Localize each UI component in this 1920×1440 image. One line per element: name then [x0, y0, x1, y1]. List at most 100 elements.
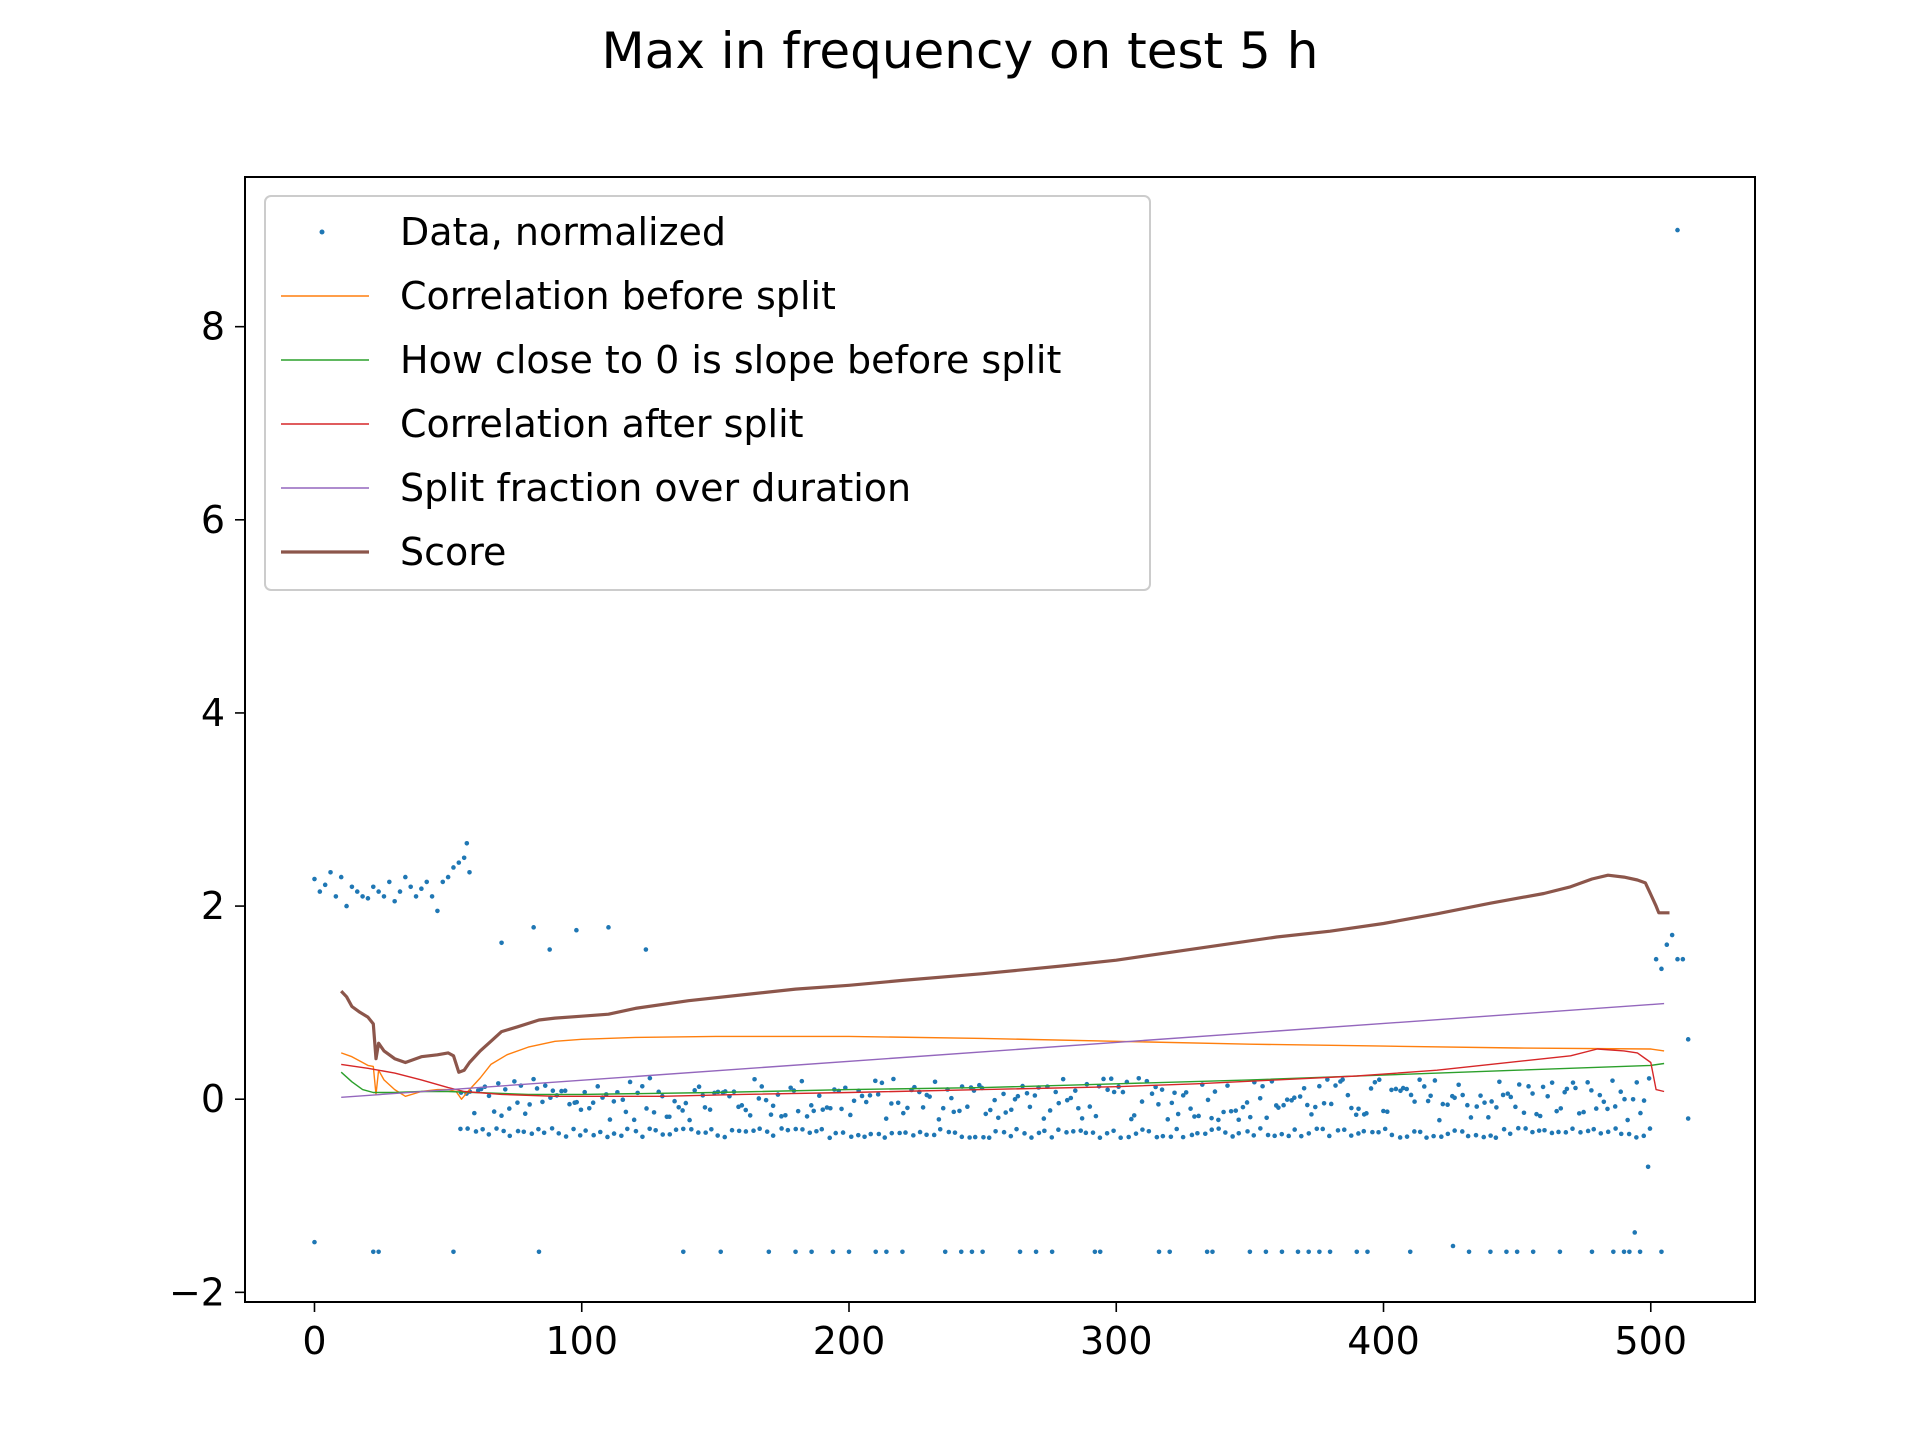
data-point — [1313, 1104, 1318, 1110]
data-point — [583, 1128, 588, 1133]
data-point — [494, 1126, 499, 1131]
data-point — [1581, 1109, 1586, 1115]
data-point — [540, 1099, 545, 1105]
data-point — [1205, 1097, 1211, 1103]
data-point — [959, 1134, 965, 1140]
data-point — [1101, 1076, 1106, 1082]
data-point — [429, 894, 435, 899]
data-point — [756, 1096, 762, 1101]
data-point — [1382, 1126, 1388, 1132]
data-point — [788, 1085, 793, 1091]
data-point — [967, 1135, 972, 1140]
data-point — [809, 1249, 814, 1255]
data-point — [1209, 1115, 1214, 1121]
data-point — [900, 1249, 905, 1255]
axes-frame — [244, 176, 1756, 1303]
data-point — [1281, 1102, 1286, 1108]
data-point — [1236, 1131, 1242, 1136]
data-point — [536, 1249, 542, 1255]
data-point — [1027, 1104, 1033, 1110]
data-point — [946, 1129, 952, 1135]
data-point — [1424, 1135, 1429, 1140]
data-point — [1364, 1111, 1369, 1116]
data-point — [1659, 966, 1664, 972]
data-point — [1297, 1094, 1303, 1099]
data-point — [937, 1127, 943, 1132]
data-point — [1507, 1131, 1513, 1137]
data-point — [707, 1107, 713, 1112]
data-point — [1460, 1092, 1465, 1098]
data-point — [1412, 1099, 1417, 1104]
data-point — [605, 1134, 610, 1140]
data-point — [1542, 1127, 1547, 1133]
data-point — [458, 1126, 463, 1132]
data-point — [1012, 1096, 1018, 1102]
data-point — [1468, 1115, 1474, 1120]
data-point — [759, 1084, 765, 1089]
data-point — [799, 1078, 805, 1084]
data-point — [1263, 1249, 1269, 1255]
data-point — [1165, 1117, 1171, 1122]
data-point — [1597, 1092, 1603, 1098]
data-point — [1445, 1102, 1450, 1108]
data-point — [775, 1092, 781, 1097]
data-point — [1437, 1117, 1442, 1123]
data-point — [1008, 1107, 1014, 1113]
legend-label: How close to 0 is slope before split — [400, 338, 1061, 382]
data-point — [1500, 1092, 1506, 1098]
data-point — [1348, 1133, 1354, 1138]
data-point — [924, 1132, 929, 1138]
data-point — [559, 1088, 564, 1094]
data-point — [419, 886, 424, 891]
data-point — [491, 1109, 497, 1114]
data-point — [1221, 1109, 1226, 1115]
data-point — [1001, 1091, 1006, 1097]
legend-entry: Split fraction over duration — [281, 466, 911, 510]
data-point — [1070, 1129, 1076, 1134]
data-point — [804, 1114, 810, 1119]
data-point — [1397, 1135, 1403, 1140]
data-point — [624, 1126, 630, 1132]
data-point — [403, 874, 408, 880]
data-point — [1064, 1130, 1069, 1135]
data-point — [1646, 1076, 1652, 1081]
data-point — [611, 1131, 617, 1136]
data-point — [1618, 1089, 1624, 1095]
data-point — [381, 894, 387, 899]
data-point — [1202, 1131, 1208, 1137]
data-point — [1486, 1115, 1491, 1120]
data-point — [932, 1079, 938, 1085]
data-point — [827, 1135, 833, 1141]
data-point — [783, 1112, 788, 1118]
data-point — [1328, 1101, 1334, 1107]
data-point — [1589, 1249, 1595, 1255]
data-point — [1669, 932, 1675, 938]
data-point — [1393, 1086, 1399, 1092]
data-point — [502, 1087, 508, 1092]
data-point — [424, 879, 430, 885]
data-point — [971, 1088, 977, 1093]
data-point — [1033, 1249, 1039, 1255]
data-point — [1407, 1249, 1413, 1255]
legend-entry: Data, normalized — [319, 210, 726, 254]
data-point — [993, 1128, 998, 1134]
data-point — [317, 889, 323, 894]
data-point — [1160, 1133, 1166, 1139]
data-point — [550, 1088, 556, 1094]
data-point — [1585, 1128, 1591, 1134]
data-point — [833, 1130, 839, 1136]
data-point — [793, 1126, 799, 1132]
data-point — [1272, 1133, 1277, 1139]
data-point — [820, 1107, 826, 1112]
data-point — [1136, 1075, 1142, 1081]
data-point — [413, 894, 419, 899]
data-point — [1245, 1129, 1250, 1134]
data-point — [1008, 1133, 1014, 1139]
data-point — [322, 882, 328, 888]
data-point — [843, 1085, 848, 1091]
data-point — [1554, 1108, 1559, 1114]
data-point — [859, 1093, 865, 1099]
y-tick-label: −2 — [169, 1270, 225, 1314]
data-point — [1408, 1092, 1414, 1098]
y-tick-label: 4 — [201, 691, 225, 735]
